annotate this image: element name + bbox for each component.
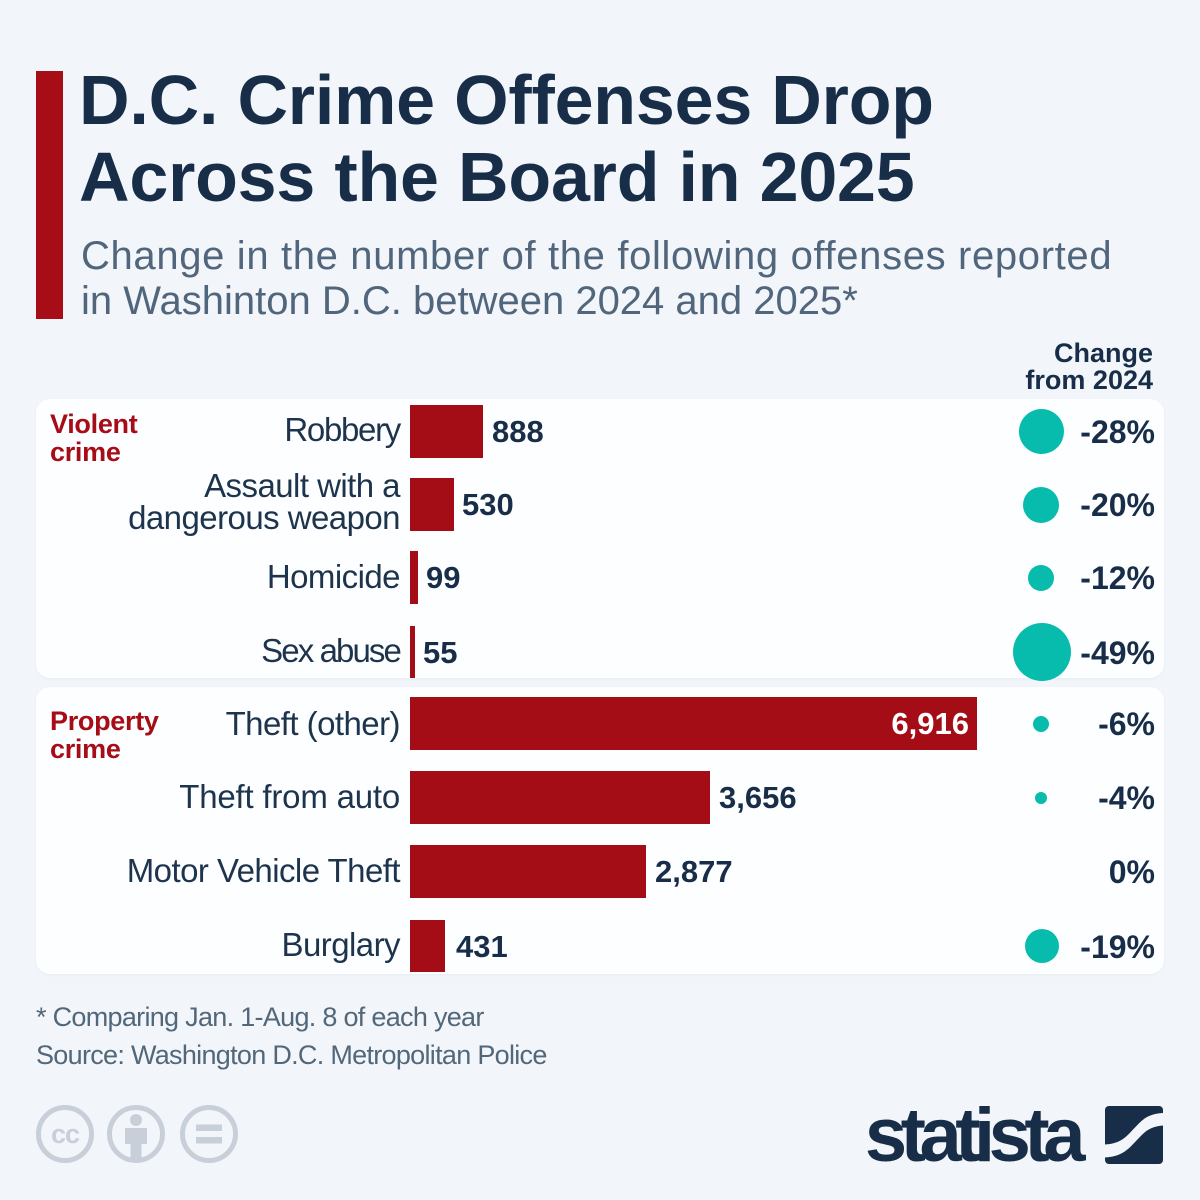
svg-text:cc: cc	[51, 1119, 80, 1149]
